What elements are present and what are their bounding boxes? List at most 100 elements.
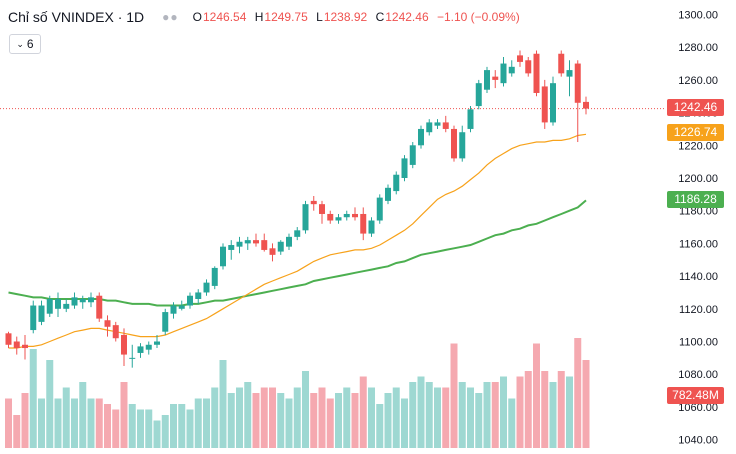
candle-body — [343, 213, 350, 218]
candle-body — [187, 295, 193, 306]
volume-bar — [582, 360, 590, 448]
candle-body — [459, 132, 466, 159]
volume-bar — [95, 398, 103, 448]
candle-body — [71, 297, 78, 306]
volume-bar — [194, 398, 202, 448]
candle-body — [96, 295, 103, 319]
candle-body — [401, 158, 408, 178]
open-key: O — [192, 10, 202, 24]
candle-body — [360, 213, 367, 234]
y-axis-tick-label: 1040.00 — [678, 435, 718, 447]
candle-body — [253, 240, 259, 244]
volume-bar — [549, 382, 557, 448]
ohlc-readout: O1246.54 H1249.75 L1238.92 C1242.46 −1.1… — [193, 10, 525, 24]
candle-body — [442, 122, 449, 129]
candle-body — [302, 204, 309, 231]
volume-bar — [46, 360, 54, 448]
y-axis-tick-label: 1280.00 — [678, 42, 718, 54]
y-axis-tick-label: 1260.00 — [678, 75, 718, 87]
candle-body — [558, 53, 565, 74]
volume-bar — [203, 398, 210, 448]
volume-bar — [557, 371, 565, 448]
candle-body — [385, 187, 391, 201]
candle-body — [88, 297, 94, 303]
chevron-down-icon: ⌄ — [16, 38, 24, 49]
y-axis-tick-label: 1080.00 — [678, 369, 718, 381]
chart-legend: Chỉ số VNINDEX · 1D ●● O1246.54 H1249.75… — [8, 9, 525, 25]
candle-body — [418, 128, 424, 146]
volume-bar — [128, 404, 136, 448]
candle-body — [277, 241, 284, 252]
candle-body — [335, 217, 342, 221]
volume-bar — [5, 398, 12, 448]
volume-bar — [310, 393, 318, 448]
candle-body — [426, 122, 433, 133]
candle-body — [319, 204, 325, 214]
candle-body — [211, 267, 218, 286]
y-axis-tick-label: 1180.00 — [679, 206, 718, 218]
candle-body — [508, 66, 515, 74]
candle-body — [451, 128, 457, 159]
y-axis-tick-label: 1060.00 — [678, 402, 718, 414]
candle-body — [5, 333, 12, 345]
candle-body — [327, 213, 334, 221]
candle-body — [170, 305, 177, 314]
volume-bar — [21, 393, 29, 448]
indicator-count: 6 — [26, 37, 34, 51]
volume-bar — [186, 409, 194, 448]
three-dots-icon[interactable]: ●● — [162, 10, 179, 24]
y-axis-tick-label: 1200.00 — [678, 173, 718, 185]
candle-body — [178, 305, 185, 309]
volume-bar — [293, 387, 301, 448]
volume-bar — [285, 398, 293, 448]
candle-body — [492, 76, 499, 80]
volume-bar — [161, 415, 169, 448]
volume-bar — [71, 398, 78, 448]
volume-bar — [145, 409, 153, 448]
candle-body — [294, 230, 301, 237]
candle-body — [13, 341, 20, 349]
volume-tag: 782.48M — [667, 387, 724, 404]
indicator-toggle-button[interactable]: ⌄ 6 — [9, 34, 41, 54]
volume-bar — [458, 382, 466, 448]
volume-bar — [475, 393, 483, 448]
candle-body — [310, 200, 317, 205]
volume-bar — [384, 393, 392, 448]
volume-bar — [38, 398, 45, 448]
candle-body — [154, 341, 160, 345]
y-axis-tick-label: 1220.00 — [678, 140, 718, 152]
volume-bar — [29, 349, 37, 448]
candle-body — [129, 357, 136, 359]
candle-body — [30, 305, 37, 331]
volume-bar — [269, 387, 276, 448]
candle-body — [393, 174, 400, 192]
candle-body — [145, 344, 152, 350]
low-key: L — [316, 10, 323, 24]
volume-bar — [335, 393, 342, 448]
candle-body — [541, 86, 548, 123]
volume-bar — [491, 382, 499, 448]
volume-bar — [533, 343, 540, 448]
candle-body — [220, 246, 226, 267]
candle-body — [162, 312, 169, 332]
candle-body — [566, 70, 573, 77]
ma-long-line — [8, 199, 587, 307]
high-value: 1249.75 — [264, 10, 308, 24]
volume-bar — [252, 393, 260, 448]
candle-body — [533, 53, 540, 93]
volume-bar — [236, 387, 243, 448]
volume-bar — [359, 376, 367, 448]
y-axis-tick-label: 1160.00 — [679, 238, 718, 250]
high-key: H — [254, 10, 264, 24]
volume-bar — [104, 404, 111, 448]
candle-body — [574, 63, 581, 103]
volume-bar — [508, 398, 516, 448]
volume-bar — [120, 382, 128, 448]
low-value: 1238.92 — [323, 10, 368, 24]
ma-short-price-tag: 1226.74 — [667, 124, 724, 141]
candle-body — [376, 197, 383, 221]
volume-bar — [401, 398, 408, 448]
volume-bar — [524, 371, 532, 448]
volume-bar — [244, 382, 252, 448]
